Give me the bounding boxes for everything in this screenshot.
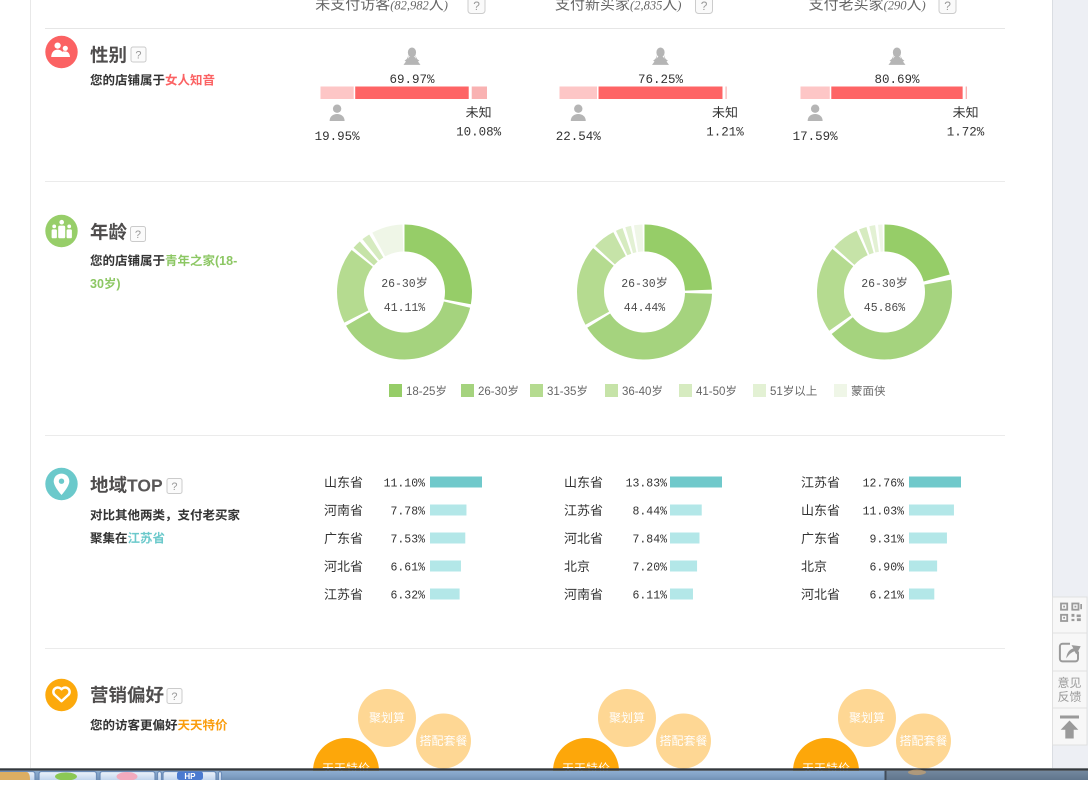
svg-text:41.11%: 41.11%: [384, 302, 426, 315]
svg-text:13.83%: 13.83%: [626, 478, 668, 491]
svg-text:10.08%: 10.08%: [456, 126, 502, 140]
svg-text:): ): [676, 0, 681, 13]
svg-text:26-30: 26-30: [861, 278, 896, 291]
svg-text:): ): [443, 0, 448, 13]
svg-text:?: ?: [473, 0, 480, 13]
svg-text:6.90%: 6.90%: [870, 562, 905, 575]
svg-text:26-30: 26-30: [381, 278, 416, 291]
svg-text:8.44%: 8.44%: [633, 506, 668, 519]
svg-text:?: ?: [944, 0, 951, 13]
svg-text:76.25%: 76.25%: [638, 73, 684, 87]
svg-text:19.95%: 19.95%: [315, 130, 361, 144]
svg-text:26-30: 26-30: [478, 386, 507, 398]
svg-text:(18-: (18-: [215, 254, 237, 268]
svg-text:6.11%: 6.11%: [633, 590, 668, 603]
svg-text:7.20%: 7.20%: [633, 562, 668, 575]
svg-text:26-30: 26-30: [621, 278, 656, 291]
svg-text:): ): [116, 277, 120, 291]
svg-text:36-40: 36-40: [622, 386, 651, 398]
svg-text:44.44%: 44.44%: [624, 302, 666, 315]
svg-text:7.84%: 7.84%: [633, 534, 668, 547]
svg-text:69.97%: 69.97%: [390, 73, 436, 87]
svg-text:6.61%: 6.61%: [391, 562, 426, 575]
svg-text:?: ?: [135, 50, 141, 62]
svg-text:6.21%: 6.21%: [870, 590, 905, 603]
svg-text:31-35: 31-35: [547, 386, 576, 398]
svg-text:80.69%: 80.69%: [875, 73, 921, 87]
svg-text:290: 290: [888, 0, 908, 13]
svg-text:1.72%: 1.72%: [947, 126, 985, 140]
svg-text:HP: HP: [184, 772, 196, 780]
svg-text:): ): [921, 0, 926, 13]
svg-text:7.78%: 7.78%: [391, 506, 426, 519]
svg-text:82,982: 82,982: [394, 0, 428, 13]
svg-text:17.59%: 17.59%: [793, 130, 839, 144]
svg-text:30: 30: [90, 277, 104, 291]
svg-text:51: 51: [770, 386, 783, 398]
svg-text:6.32%: 6.32%: [391, 590, 426, 603]
svg-text:22.54%: 22.54%: [556, 130, 602, 144]
svg-text:?: ?: [701, 0, 708, 13]
svg-text:18-25: 18-25: [406, 386, 435, 398]
svg-text:2,835: 2,835: [634, 0, 662, 13]
svg-text:?: ?: [171, 481, 177, 493]
svg-text:45.86%: 45.86%: [864, 302, 906, 315]
svg-text:1.21%: 1.21%: [706, 126, 744, 140]
svg-text:11.03%: 11.03%: [863, 506, 905, 519]
svg-text:11.10%: 11.10%: [384, 478, 426, 491]
svg-text:12.76%: 12.76%: [863, 478, 905, 491]
svg-text:TOP: TOP: [127, 476, 163, 496]
svg-text:41-50: 41-50: [696, 386, 725, 398]
svg-text:9.31%: 9.31%: [870, 534, 905, 547]
svg-text:?: ?: [171, 691, 177, 703]
svg-text:?: ?: [135, 229, 141, 241]
svg-text:7.53%: 7.53%: [391, 534, 426, 547]
